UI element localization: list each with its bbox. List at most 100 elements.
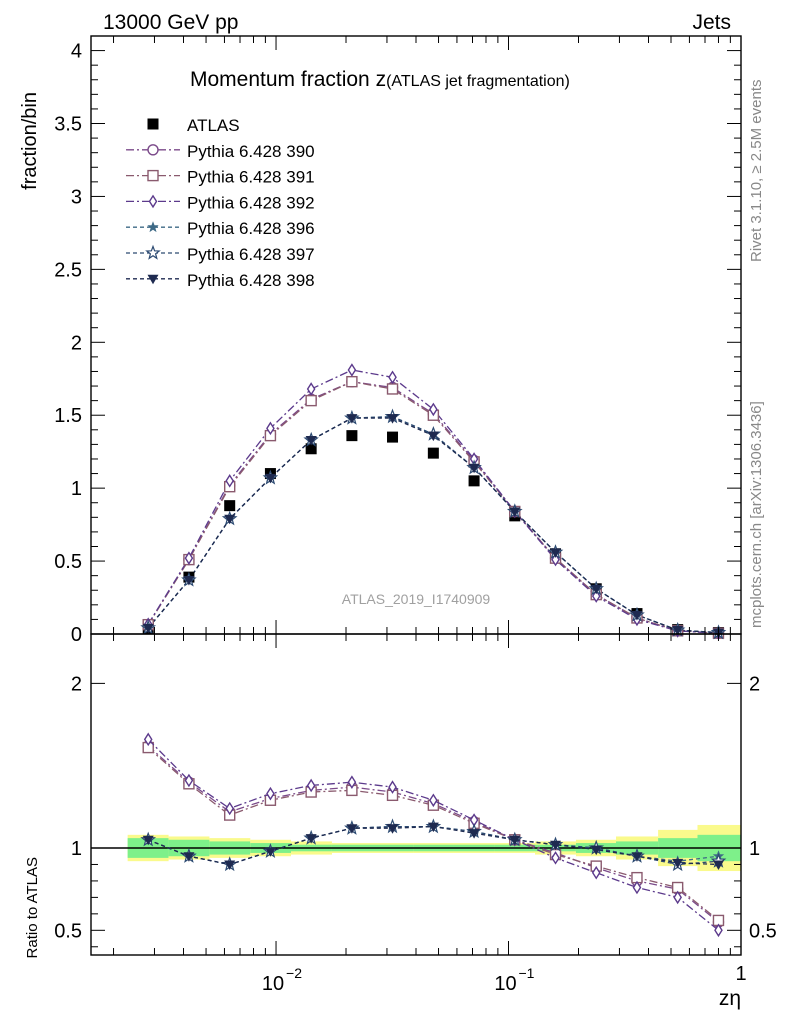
ratio-point xyxy=(509,835,521,846)
ratio-point xyxy=(224,860,236,870)
ratio-point xyxy=(632,880,642,895)
ratio-series-line xyxy=(147,745,719,923)
mc-point xyxy=(183,576,195,586)
legend-label: Pythia 6.428 391 xyxy=(187,168,315,187)
mc-point xyxy=(305,436,317,446)
header-left: 13000 GeV pp xyxy=(103,11,238,34)
ratio-point xyxy=(347,775,357,789)
main-y-tick-label: 1.5 xyxy=(54,405,82,427)
ratio-point xyxy=(305,834,317,844)
data-point xyxy=(468,475,480,487)
ratio-point xyxy=(225,801,235,816)
ratio-y-tick-label-right: 1 xyxy=(749,838,760,860)
ratio-point xyxy=(712,860,724,870)
data-point xyxy=(224,500,236,512)
data-point xyxy=(427,447,439,459)
mc-point xyxy=(347,363,357,377)
x-tick-label: 1 xyxy=(735,963,746,985)
ratio-y-tick-label-right: 2 xyxy=(749,673,760,695)
data-point xyxy=(346,430,358,442)
ratio-series-line xyxy=(147,747,719,921)
legend-marker xyxy=(148,194,158,209)
mc-point xyxy=(388,370,397,385)
legend-marker xyxy=(147,221,159,233)
x-tick-label-exponent: −1 xyxy=(519,965,535,981)
legend-marker xyxy=(147,274,159,285)
legend-label: Pythia 6.428 398 xyxy=(187,271,315,290)
main-title: Momentum fraction z(ATLAS jet fragmentat… xyxy=(190,68,570,91)
ratio-y-tick-label-left: 0.5 xyxy=(54,920,82,942)
main-y-tick-label: 2.5 xyxy=(54,259,82,281)
ratio-point xyxy=(346,824,358,834)
main-y-tick-label: 3.5 xyxy=(54,114,82,136)
x-axis-label: zη xyxy=(719,987,741,1010)
mc-point xyxy=(305,394,317,407)
ratio-point xyxy=(306,778,316,793)
ratio-point xyxy=(631,852,643,862)
mc-point xyxy=(306,382,316,396)
ratio-point xyxy=(468,829,480,839)
ratio-point xyxy=(143,732,153,747)
ratio-frame xyxy=(90,633,742,956)
y-axis-label-main: fraction/bin xyxy=(19,92,41,190)
mc-point xyxy=(225,474,235,488)
header-right: Jets xyxy=(692,11,731,34)
ratio-point xyxy=(551,851,560,865)
ratio-point xyxy=(266,786,275,801)
mc-point xyxy=(550,548,562,558)
main-y-tick-label: 4 xyxy=(71,41,82,63)
main-y-tick-label: 0 xyxy=(71,624,82,646)
mc-point xyxy=(184,551,194,565)
mc-point xyxy=(224,514,236,525)
ratio-point xyxy=(429,793,438,808)
analysis-watermark: ATLAS_2019_I1740909 xyxy=(342,591,491,607)
series-line xyxy=(147,381,719,634)
ratio-y-tick-label-left: 2 xyxy=(71,673,82,695)
main-y-tick-label: 0.5 xyxy=(54,551,82,573)
mc-point xyxy=(387,414,399,424)
mc-point xyxy=(346,414,358,424)
side-label-mcplots: mcplots.cern.ch [arXiv:1306.3436] xyxy=(748,401,765,628)
mc-point xyxy=(631,611,643,621)
y-axis-label-ratio: Ratio to ATLAS xyxy=(24,857,41,958)
ratio-panel xyxy=(91,732,741,938)
mc-point xyxy=(266,421,275,436)
ratio-point xyxy=(183,852,195,862)
legend-label: Pythia 6.428 397 xyxy=(187,245,315,264)
mc-point xyxy=(429,402,438,417)
ratio-point xyxy=(388,780,397,794)
main-y-tick-label: 3 xyxy=(71,186,82,208)
series-line xyxy=(147,369,719,634)
ratio-point xyxy=(387,824,399,834)
ratio-point xyxy=(714,923,723,938)
mc-point xyxy=(468,463,480,474)
main-title-sub: (ATLAS jet fragmentation) xyxy=(386,73,570,90)
ratio-point xyxy=(590,845,602,856)
ratio-point xyxy=(673,890,682,905)
legend-label: Pythia 6.428 392 xyxy=(187,193,315,212)
data-point xyxy=(305,443,317,455)
legend-marker xyxy=(147,144,159,156)
legend-marker xyxy=(147,118,159,130)
legend-label: Pythia 6.428 390 xyxy=(187,142,315,161)
mc-point xyxy=(142,623,154,634)
legend-marker xyxy=(145,244,161,260)
legend-marker xyxy=(147,169,159,182)
mc-point xyxy=(672,626,684,636)
ratio-point xyxy=(591,865,601,880)
main-y-tick-label: 1 xyxy=(71,478,82,500)
axes: 00.511.522.533.540.5 0.51 12 210 −2 10 −1 1 xyxy=(54,35,777,995)
legend-label: Pythia 6.428 396 xyxy=(187,219,315,238)
ratio-point xyxy=(184,773,194,788)
x-tick-label-exponent: −2 xyxy=(286,965,302,981)
side-label-rivet: Rivet 3.1.10, ≥ 2.5M events xyxy=(748,80,765,263)
mc-point xyxy=(427,431,439,442)
ratio-y-tick-label-right: 0.5 xyxy=(749,920,777,942)
mc-point xyxy=(346,375,358,388)
main-y-tick-label: 2 xyxy=(71,332,82,354)
main-panel xyxy=(140,363,727,641)
data-point xyxy=(387,431,399,443)
ratio-point xyxy=(427,822,439,833)
mc-point xyxy=(264,473,276,484)
